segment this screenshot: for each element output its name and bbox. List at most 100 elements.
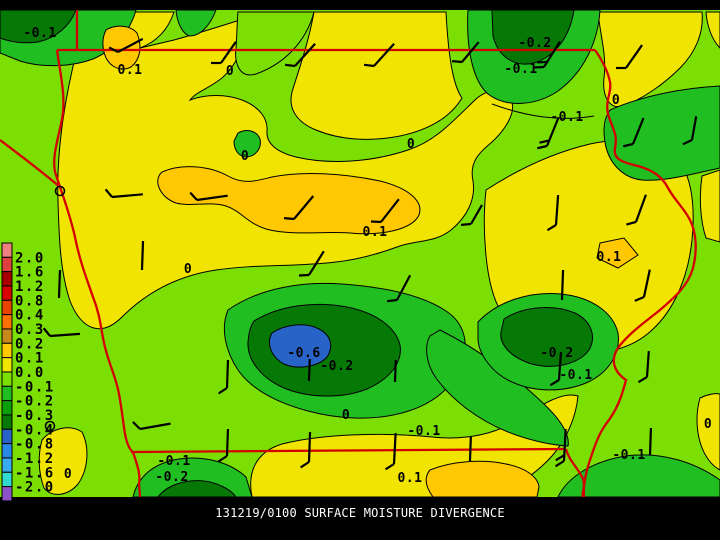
wind-barb-icon — [42, 327, 81, 338]
legend-color-swatch — [1, 271, 13, 287]
wind-barb-icon — [384, 432, 397, 471]
wind-barb-icon — [132, 421, 171, 431]
state-border-line — [53, 49, 65, 188]
wind-barb-icon — [460, 204, 483, 226]
top-bar — [0, 0, 720, 10]
wind-barb-icon — [623, 117, 645, 148]
legend-value-label: 0.8 — [15, 293, 45, 309]
wind-barb-icon — [533, 40, 561, 69]
region-darkgreen-topleft — [0, 10, 77, 44]
contour-label: 0 — [612, 93, 620, 108]
wind-barb-icon — [307, 358, 311, 382]
region-orange-central — [157, 166, 421, 235]
legend-value-label: -2.0 — [15, 480, 55, 496]
contour-label: -0.1 — [157, 454, 190, 469]
wind-barb-icon — [370, 198, 400, 224]
wind-barb-icon — [211, 41, 237, 65]
wind-barb-icon — [468, 436, 472, 462]
contour-label: 0 — [241, 149, 249, 164]
legend-color-swatch — [1, 385, 13, 402]
contour-label: 0.1 — [118, 63, 143, 78]
region-green-bottom-hill — [557, 454, 720, 497]
contour-label: -0.2 — [518, 36, 551, 51]
region-green-mid-small — [233, 130, 261, 158]
contour-label: 0.1 — [597, 250, 622, 265]
wind-barb-icon — [537, 116, 560, 150]
wind-barb-icon — [300, 431, 312, 469]
region-yellow-br-edge — [696, 393, 720, 471]
contour-label: -0.1 — [504, 62, 537, 77]
region-blue-core — [269, 324, 332, 368]
wind-barb-icon — [57, 269, 62, 299]
wind-barb-icon — [546, 194, 560, 232]
title-bar — [0, 497, 720, 540]
legend-color-swatch — [1, 299, 13, 316]
contour-label: 0.1 — [398, 471, 423, 486]
contour-label: -0.1 — [612, 448, 645, 463]
legend-color-swatch — [1, 285, 13, 301]
legend-color-swatch — [1, 256, 13, 273]
wind-barb-icon — [386, 274, 412, 303]
legend-value-label: -0.1 — [15, 379, 55, 395]
region-yellow-right-edge — [699, 169, 720, 243]
legend-value-label: -1.6 — [15, 465, 55, 481]
legend-color-swatch — [1, 242, 13, 258]
region-orange-diamond — [596, 237, 639, 269]
contour-label: 0 — [407, 137, 415, 152]
legend-value-label: 0.3 — [15, 322, 45, 338]
contour-label: -0.2 — [540, 346, 573, 361]
region-yellow-tr-sliver — [705, 11, 720, 49]
legend-value-label: 2.0 — [15, 250, 45, 266]
legend-color-swatch — [1, 443, 13, 459]
legend-color-swatch — [1, 414, 13, 430]
wind-barb-icon — [218, 428, 230, 463]
wind-barb-icon — [283, 195, 315, 221]
wind-barb-icon — [648, 427, 653, 456]
wind-barb-icon — [108, 37, 144, 53]
title-bar-text: 131219/0100 SURFACE MOISTURE DIVERGENCE — [215, 506, 505, 520]
legend-color-swatch — [1, 342, 13, 359]
region-chartreuse-wedge — [235, 11, 315, 76]
wind-barb-icon — [140, 240, 145, 271]
wind-barb-icon — [218, 359, 230, 395]
region-yellow-topmid — [290, 11, 463, 140]
wind-barb-icon — [363, 42, 395, 68]
color-scale-legend: 2.01.61.20.80.40.30.20.10.0-0.1-0.2-0.3-… — [1, 242, 55, 502]
contour-line — [491, 103, 595, 119]
wind-barb-icon — [451, 41, 480, 64]
region-orange-bottom — [425, 460, 540, 497]
contour-label: 0 — [64, 467, 72, 482]
wind-barb-icon — [560, 269, 565, 301]
contour-label: 0 — [704, 417, 712, 432]
contour-label: 0 — [184, 262, 192, 277]
region-green-east — [603, 85, 720, 181]
state-border-line — [131, 451, 142, 497]
state-border-line — [130, 447, 567, 454]
contour-label: -0.2 — [320, 359, 353, 374]
legend-color-swatch — [1, 328, 13, 344]
contour-label: -0.1 — [559, 368, 592, 383]
region-yellow-main — [57, 11, 513, 330]
wind-barb-icon — [616, 44, 643, 70]
map-layers: -0.10.1 0-0.2-0.10-0.1000.100.1-0.6-0.2-0… — [0, 10, 720, 497]
state-border-line — [58, 186, 134, 453]
wind-barb-icon — [284, 42, 316, 68]
contour-label: -0.2 — [155, 470, 188, 485]
contour-label: 0.1 — [363, 225, 388, 240]
legend-color-swatch — [1, 486, 13, 502]
wind-barb-icon — [682, 116, 698, 146]
legend-color-swatch — [1, 357, 13, 373]
station-circle-icon — [44, 420, 56, 432]
region-darkgreen-right-blob — [500, 307, 593, 367]
legend-value-label: -1.2 — [15, 451, 55, 467]
station-circle-icon — [54, 185, 66, 197]
wind-barb-icon — [634, 269, 651, 302]
contour-label: -0.6 — [287, 346, 320, 361]
wind-barb-icon — [637, 350, 650, 384]
legend-value-label: -0.3 — [15, 408, 55, 424]
wind-barb-icon — [189, 191, 228, 202]
region-darkgreen-bl — [157, 480, 237, 497]
legend-color-swatch — [1, 457, 13, 473]
